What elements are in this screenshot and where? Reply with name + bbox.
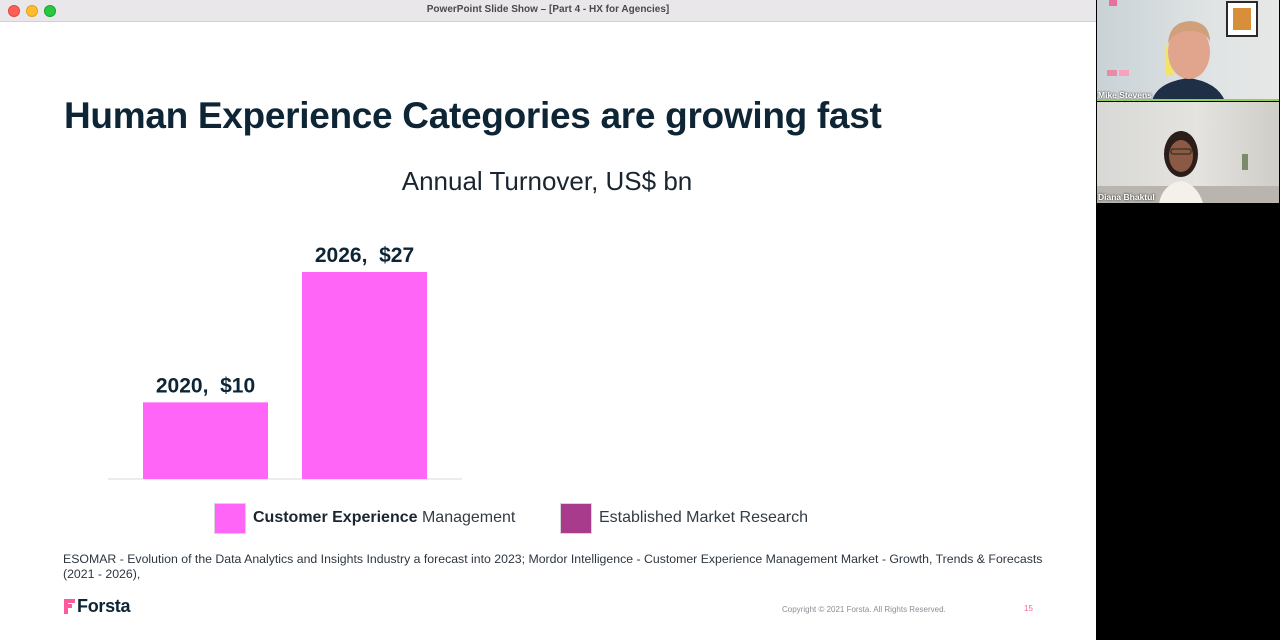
slide: Human Experience Categories are growing … xyxy=(0,23,1096,640)
maximize-window-button[interactable] xyxy=(44,5,56,17)
video-tile-diana-bhaktul[interactable]: Diana Bhaktul xyxy=(1097,102,1279,203)
bar-2020 xyxy=(143,402,268,479)
window-title: PowerPoint Slide Show – [Part 4 - HX for… xyxy=(426,4,670,15)
presentation-window: PowerPoint Slide Show – [Part 4 - HX for… xyxy=(0,0,1096,640)
bar-2026 xyxy=(302,272,427,479)
video-tile-mike-stevens[interactable]: Mike Stevens xyxy=(1097,0,1279,101)
participant-video-1 xyxy=(1107,0,1258,101)
participant-name: Mike Stevens xyxy=(1098,90,1152,100)
legend-label-customer-experience: Customer Experience Management xyxy=(253,509,516,526)
legend-swatch-customer-experience xyxy=(214,502,246,534)
title-bar[interactable]: PowerPoint Slide Show – [Part 4 - HX for… xyxy=(0,0,1096,22)
page-number: 15 xyxy=(1024,604,1033,613)
forsta-logo-icon xyxy=(64,598,75,614)
participant-name: Diana Bhaktul xyxy=(1098,192,1155,202)
logo-text: Forsta xyxy=(77,595,131,616)
legend-label-market-research: Established Market Research xyxy=(599,509,808,526)
copyright-text: Copyright © 2021 Forsta. All Rights Rese… xyxy=(782,605,946,614)
legend-swatch-market-research xyxy=(560,502,592,534)
slide-title: Human Experience Categories are growing … xyxy=(64,95,882,136)
forsta-logo: Forsta xyxy=(64,595,131,616)
participant-video-2 xyxy=(1097,131,1279,203)
data-label-2026: 2026, $27 xyxy=(315,244,414,267)
bar-chart: Annual Turnover, US$ bn 2020, $10 2026, $… xyxy=(108,166,693,480)
chart-title: Annual Turnover, US$ bn xyxy=(402,166,693,196)
legend-item-market-research: Established Market Research xyxy=(560,502,808,534)
data-label-2020: 2020, $10 xyxy=(156,374,255,397)
minimize-window-button[interactable] xyxy=(26,5,38,17)
source-note: ESOMAR - Evolution of the Data Analytics… xyxy=(63,552,1043,581)
video-sidebar: Mike Stevens Diana Bhaktul xyxy=(1096,0,1280,640)
bars-group: 2020, $10 2026, $27 xyxy=(143,244,427,479)
close-window-button[interactable] xyxy=(8,5,20,17)
legend-item-customer-experience: Customer Experience Management xyxy=(214,502,515,534)
active-speaker-indicator xyxy=(1097,99,1279,101)
